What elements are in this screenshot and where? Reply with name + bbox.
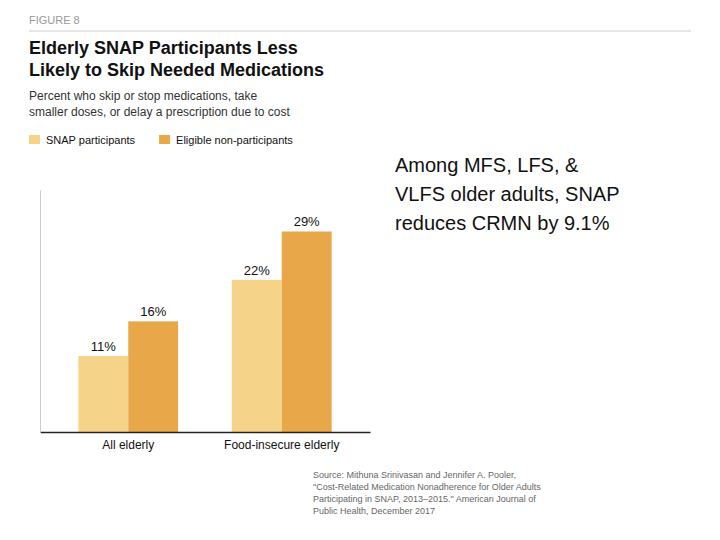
text-line: Elderly SNAP Participants Less: [29, 38, 298, 58]
figure-label: FIGURE 8: [29, 14, 80, 26]
text-line: Likely to Skip Needed Medications: [29, 60, 324, 80]
text-line: Public Health, December 2017: [313, 506, 435, 516]
x-axis: All elderly Food-insecure elderly: [41, 432, 371, 452]
subtitle: Percent who skip or stop medications, ta…: [29, 89, 290, 119]
text-line: "Cost-Related Medication Nonadherence fo…: [313, 482, 541, 492]
source: Source: Mithuna Srinivasan and Jennifer …: [313, 470, 541, 516]
text-line: Source: Mithuna Srinivasan and Jennifer …: [313, 470, 516, 480]
text-line: Among MFS, LFS, &: [395, 154, 579, 176]
data-labels: 11% 22% 16% 29%: [91, 214, 320, 353]
divider: [29, 31, 691, 32]
bars: [78, 231, 331, 432]
text-line: Participating in SNAP, 2013–2015." Ameri…: [313, 494, 536, 504]
text-line: reduces CRMN by 9.1%: [395, 212, 610, 234]
bar: [78, 356, 128, 432]
bar: [282, 231, 332, 432]
data-label: 29%: [294, 214, 320, 229]
annotation: Among MFS, LFS, & VLFS older adults, SNAP…: [395, 154, 620, 234]
text-line: VLFS older adults, SNAP: [395, 183, 620, 205]
legend-swatch: [159, 135, 170, 144]
legend-label: Eligible non-participants: [176, 134, 293, 146]
legend-swatch: [29, 135, 40, 144]
chart: FIGURE 8 Elderly SNAP Participants LessLi…: [0, 0, 720, 540]
legend-label: SNAP participants: [46, 134, 136, 146]
x-tick: All elderly: [102, 432, 154, 452]
x-axis-line: [41, 432, 371, 434]
data-label: 11%: [91, 339, 116, 354]
y-axis-line: [40, 191, 41, 433]
legend: SNAP participants Eligible non-participan…: [29, 134, 293, 146]
y-axis: [40, 191, 41, 433]
bar: [232, 280, 282, 432]
bar: [128, 321, 178, 432]
x-tick-label: Food-insecure elderly: [224, 438, 339, 452]
legend-item: Eligible non-participants: [159, 134, 293, 146]
legend-item: SNAP participants: [29, 134, 136, 146]
data-label: 16%: [140, 304, 166, 319]
text-line: smaller doses, or delay a prescription d…: [29, 105, 290, 119]
text-line: Percent who skip or stop medications, ta…: [29, 89, 257, 103]
data-label: 22%: [244, 263, 270, 278]
x-tick: Food-insecure elderly: [224, 432, 339, 452]
title: Elderly SNAP Participants LessLikely to …: [29, 38, 324, 80]
x-tick-label: All elderly: [102, 438, 154, 452]
